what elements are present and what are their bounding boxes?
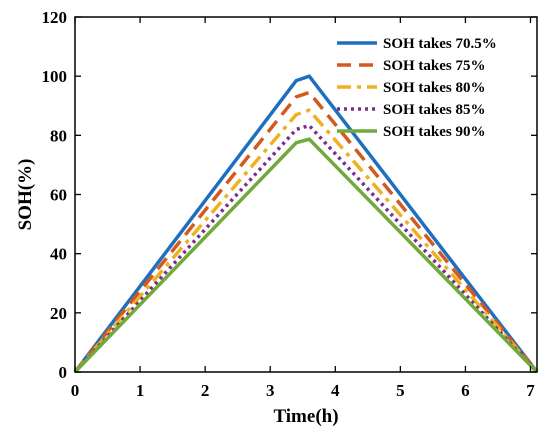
series-line-3 bbox=[73, 108, 539, 374]
x-tick-label: 4 bbox=[331, 381, 340, 400]
legend-entry-label: SOH takes 80% bbox=[383, 80, 486, 96]
legend-entry-label: SOH takes 75% bbox=[383, 58, 486, 74]
y-tick-label: 0 bbox=[59, 363, 68, 382]
y-axis-label: SOH(%) bbox=[15, 159, 36, 231]
x-tick-label: 2 bbox=[201, 381, 210, 400]
legend-entry-label: SOH takes 90% bbox=[383, 124, 486, 140]
x-tick-label: 3 bbox=[266, 381, 275, 400]
series-line-1 bbox=[73, 74, 539, 374]
series-line-5 bbox=[73, 137, 539, 374]
y-tick-label: 120 bbox=[42, 8, 68, 27]
x-tick-label: 7 bbox=[526, 381, 535, 400]
y-tick-label: 100 bbox=[42, 67, 68, 86]
x-tick-label: 1 bbox=[136, 381, 145, 400]
y-tick-label: 20 bbox=[50, 304, 67, 323]
y-tick-label: 40 bbox=[50, 245, 67, 264]
y-tick-label: 60 bbox=[50, 186, 67, 205]
x-tick-label: 0 bbox=[71, 381, 80, 400]
x-tick-label: 5 bbox=[396, 381, 405, 400]
x-axis-label: Time(h) bbox=[273, 406, 338, 427]
legend-entry-label: SOH takes 85% bbox=[383, 102, 486, 118]
series-line-2 bbox=[73, 90, 539, 374]
legend-entry-label: SOH takes 70.5% bbox=[383, 36, 497, 52]
series-line-4 bbox=[73, 123, 539, 374]
y-tick-label: 80 bbox=[50, 126, 67, 145]
x-tick-label: 6 bbox=[461, 381, 470, 400]
